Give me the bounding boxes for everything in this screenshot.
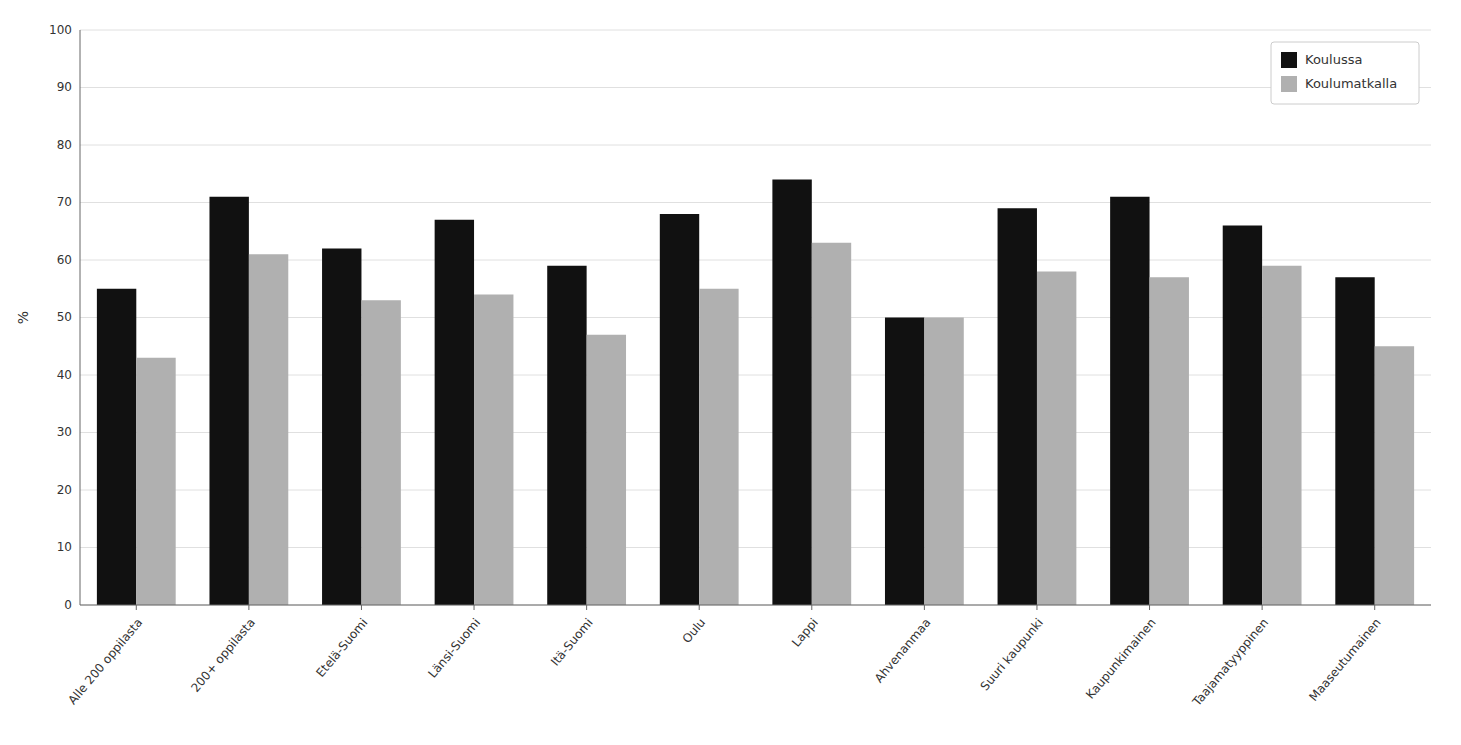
y-tick-label: 100 xyxy=(49,23,72,37)
bar xyxy=(1110,197,1149,605)
x-tick xyxy=(1036,605,1037,610)
x-tick-label: Kaupunkimainen xyxy=(1083,616,1158,702)
grid-line xyxy=(80,605,1431,606)
x-tick xyxy=(1262,605,1263,610)
bar xyxy=(1375,346,1414,605)
bar xyxy=(474,295,513,606)
x-tick xyxy=(586,605,587,610)
y-tick-label: 70 xyxy=(57,195,72,209)
bar xyxy=(699,289,738,605)
x-tick xyxy=(924,605,925,610)
x-tick-label: Länsi-Suomi xyxy=(425,616,483,681)
y-tick-label: 20 xyxy=(57,483,72,497)
x-tick-label: Maaseutumainen xyxy=(1306,616,1383,704)
legend-swatch xyxy=(1281,52,1297,68)
x-tick xyxy=(136,605,137,610)
x-tick xyxy=(1374,605,1375,610)
bar xyxy=(1262,266,1301,605)
x-tick xyxy=(1149,605,1150,610)
y-grid xyxy=(80,30,1431,605)
bars xyxy=(97,180,1414,606)
bar xyxy=(435,220,474,605)
x-tick xyxy=(474,605,475,610)
y-tick-label: 10 xyxy=(57,540,72,554)
bar xyxy=(998,208,1037,605)
x-tick-label: Suuri kaupunki xyxy=(978,616,1046,694)
bar xyxy=(249,254,288,605)
grid-line xyxy=(80,87,1431,88)
y-tick-labels: 0 10 20 30 40 50 60 70 80 90 100 xyxy=(49,23,72,612)
x-tick-label: Alle 200 oppilasta xyxy=(65,616,145,708)
legend-label: Koulussa xyxy=(1305,52,1362,67)
x-tick-label: Etelä-Suomi xyxy=(313,616,370,680)
bar xyxy=(97,289,136,605)
bar xyxy=(1335,277,1374,605)
y-axis-label: % xyxy=(15,311,31,324)
y-axis-line xyxy=(80,30,81,605)
bar xyxy=(209,197,248,605)
y-tick-label: 0 xyxy=(64,598,72,612)
y-tick-label: 90 xyxy=(57,80,72,94)
axes xyxy=(80,30,1431,610)
x-tick xyxy=(248,605,249,610)
y-tick-label: 40 xyxy=(57,368,72,382)
bar xyxy=(587,335,626,605)
bar xyxy=(812,243,851,605)
x-tick-label: Oulu xyxy=(680,616,709,646)
legend-box xyxy=(1271,42,1419,104)
x-tick xyxy=(699,605,700,610)
grid-line xyxy=(80,202,1431,203)
legend-label: Koulumatkalla xyxy=(1305,76,1397,91)
x-tick xyxy=(811,605,812,610)
y-tick-label: 80 xyxy=(57,138,72,152)
bar xyxy=(924,318,963,606)
bar xyxy=(660,214,699,605)
bar xyxy=(361,300,400,605)
grid-line xyxy=(80,145,1431,146)
bar xyxy=(1150,277,1189,605)
y-tick-label: 30 xyxy=(57,425,72,439)
x-tick-label: Itä-Suomi xyxy=(548,616,596,669)
chart: 0 10 20 30 40 50 60 70 80 90 100 Alle 200 oppilasta… xyxy=(0,0,1461,745)
bar xyxy=(322,249,361,606)
x-tick-label: Ahvenanmaa xyxy=(872,616,934,686)
bar xyxy=(547,266,586,605)
x-tick-label: 200+ oppilasta xyxy=(188,616,258,695)
bar xyxy=(772,180,811,606)
x-axis-line xyxy=(80,605,1431,606)
bar xyxy=(885,318,924,606)
x-tick-label: Lappi xyxy=(789,616,821,650)
x-tick-label: Taajamatyyppinen xyxy=(1189,616,1271,710)
legend-swatch xyxy=(1281,76,1297,92)
bar xyxy=(1223,226,1262,606)
x-tick xyxy=(361,605,362,610)
bar xyxy=(1037,272,1076,606)
y-tick-label: 50 xyxy=(57,310,72,324)
y-tick-label: 60 xyxy=(57,253,72,267)
x-tick-labels: Alle 200 oppilasta 200+ oppilasta Etelä-Su… xyxy=(65,616,1383,710)
legend: Koulussa Koulumatkalla xyxy=(1271,42,1419,104)
grid-line xyxy=(80,30,1431,31)
bar xyxy=(136,358,175,605)
